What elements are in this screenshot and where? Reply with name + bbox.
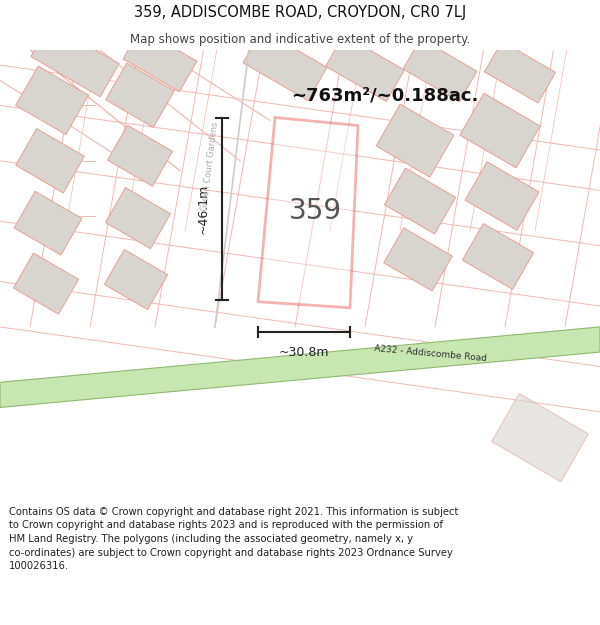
Polygon shape (106, 63, 175, 128)
Text: ~46.1m: ~46.1m (197, 184, 210, 234)
Polygon shape (384, 228, 452, 291)
Text: 359, ADDISCOMBE ROAD, CROYDON, CR0 7LJ: 359, ADDISCOMBE ROAD, CROYDON, CR0 7LJ (134, 5, 466, 20)
Polygon shape (243, 29, 327, 101)
Polygon shape (14, 191, 82, 255)
Text: Map shows position and indicative extent of the property.: Map shows position and indicative extent… (130, 32, 470, 46)
Polygon shape (465, 162, 539, 230)
Polygon shape (123, 29, 197, 92)
Polygon shape (460, 93, 540, 168)
Polygon shape (376, 104, 454, 177)
Text: A232 - Addiscombe Road: A232 - Addiscombe Road (373, 344, 487, 364)
Text: Contains OS data © Crown copyright and database right 2021. This information is : Contains OS data © Crown copyright and d… (9, 507, 458, 571)
Polygon shape (326, 35, 404, 101)
Polygon shape (16, 66, 88, 134)
Polygon shape (13, 253, 79, 314)
Polygon shape (31, 23, 119, 97)
Polygon shape (107, 125, 173, 186)
Polygon shape (463, 224, 533, 289)
Polygon shape (258, 118, 358, 308)
Polygon shape (104, 249, 167, 309)
Polygon shape (385, 168, 455, 234)
Text: ~763m²/~0.188ac.: ~763m²/~0.188ac. (292, 86, 479, 104)
Text: ~30.8m: ~30.8m (279, 346, 329, 359)
Polygon shape (484, 41, 556, 103)
Text: 359: 359 (289, 197, 341, 225)
Polygon shape (491, 394, 589, 482)
Text: Green Court Gardens: Green Court Gardens (200, 121, 220, 211)
Polygon shape (403, 39, 477, 102)
Polygon shape (0, 327, 600, 408)
Polygon shape (16, 129, 85, 193)
Polygon shape (106, 188, 170, 249)
